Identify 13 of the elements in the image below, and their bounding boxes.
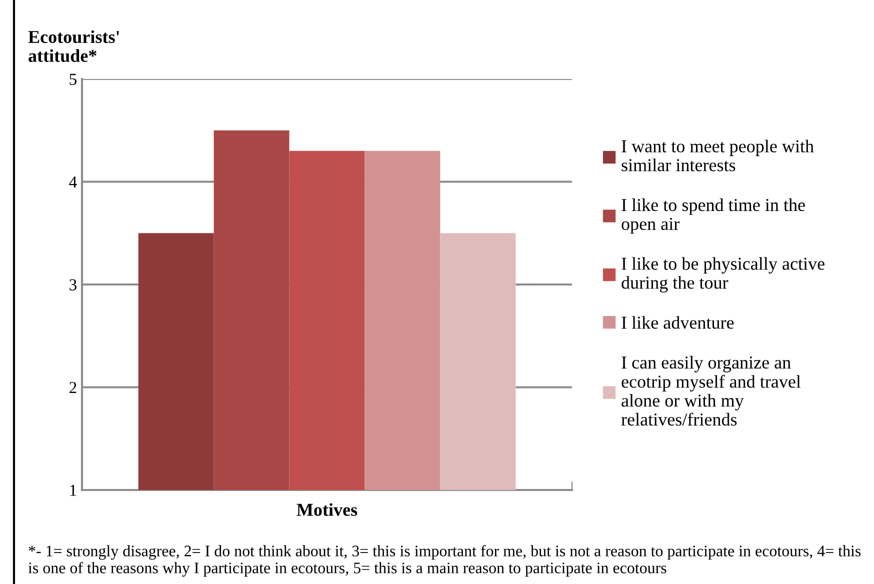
y-tick-label: 5 xyxy=(70,74,76,85)
legend-label: I want to meet people with similar interests xyxy=(622,140,814,172)
legend-label: I like to be physically active during the tour xyxy=(622,257,824,292)
y-tick-label: 4 xyxy=(69,176,77,188)
y-tick-label: 2 xyxy=(70,382,76,394)
y-tick-label: 1 xyxy=(70,484,76,496)
text: *- 1= strongly disagree, 2= I do not think about it, 3= this is important for me, but is not a reason to participate in ecotours, 4= this is one of the reasons why I participate in ecotours, 5= this is a main reason to participate in ecotours xyxy=(28,545,861,577)
y-axis-title: Ecotourists' attitude* xyxy=(28,30,119,62)
y-tick-label: 3 xyxy=(70,279,76,290)
x-axis-title: Motives xyxy=(296,503,358,516)
legend-label: I can easily organize an ecotrip myself and travel alone or with my relatives/friends xyxy=(621,356,801,426)
legend-label: I like adventure xyxy=(622,316,734,329)
legend-label: I like to spend time in the open air xyxy=(622,198,805,234)
